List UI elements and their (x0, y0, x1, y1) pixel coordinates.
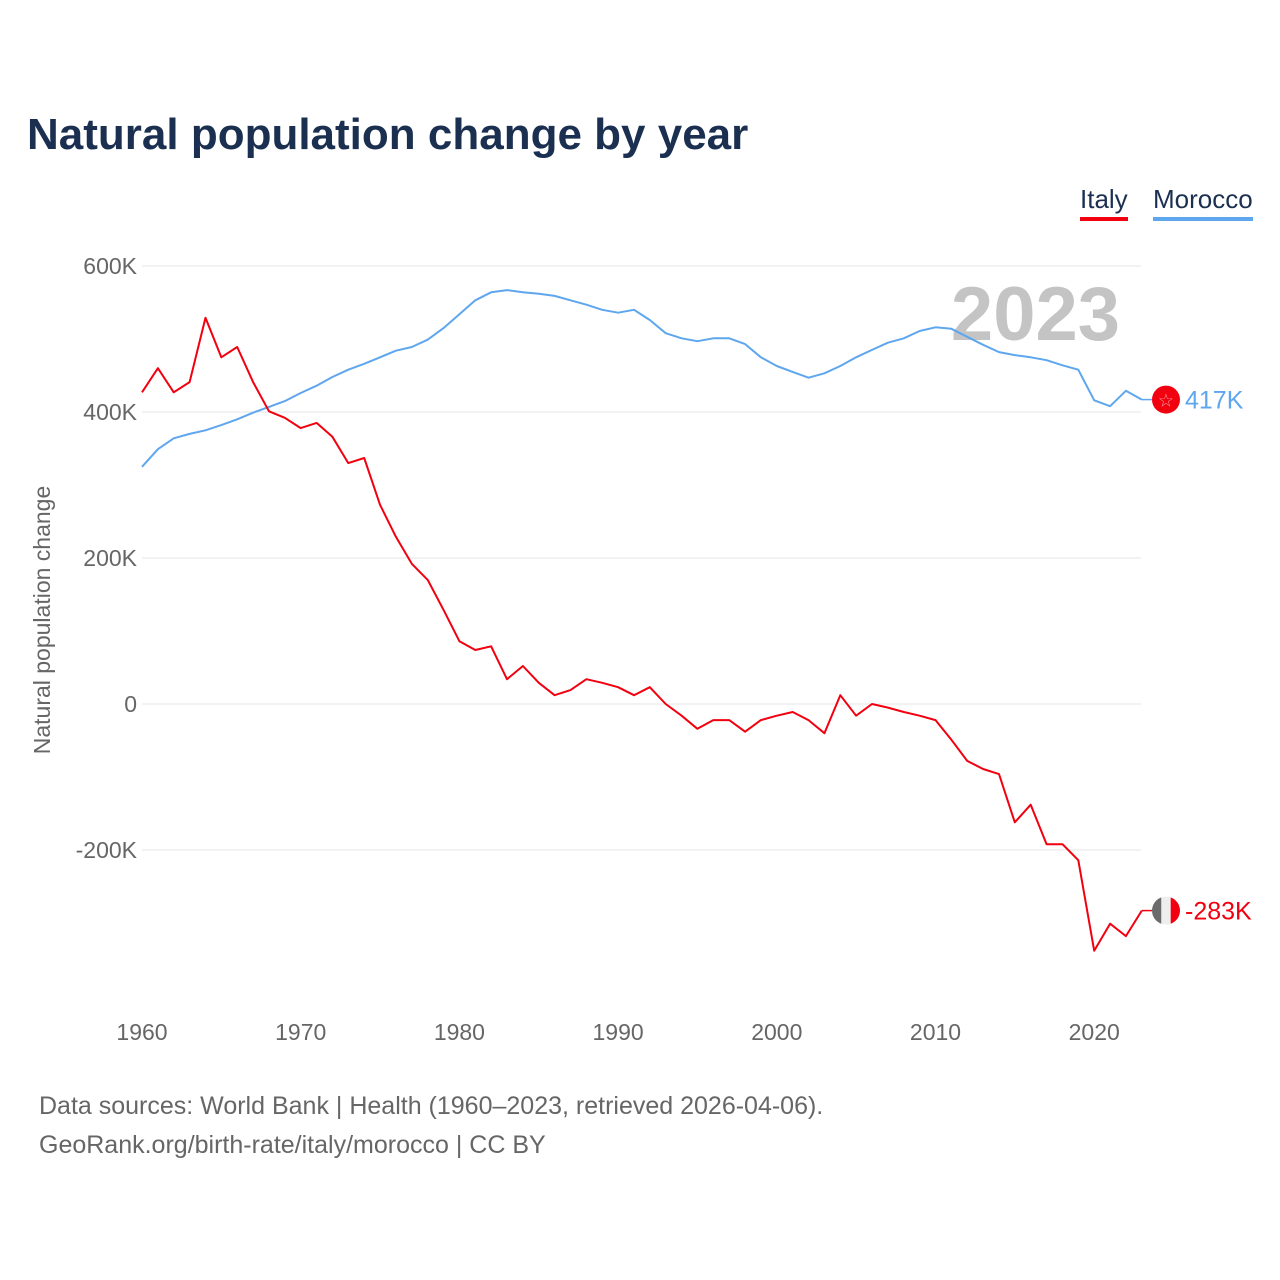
source-link[interactable]: GeoRank.org/birth-rate/italy/morocco | C… (39, 1131, 546, 1159)
morocco-flag-icon (1152, 385, 1180, 414)
x-tick-label: 1990 (593, 1019, 644, 1045)
y-tick-label: 400K (83, 399, 137, 425)
end-value-label-morocco: 417K (1185, 387, 1244, 415)
star-icon: ☆ (1158, 391, 1174, 411)
x-tick-label: 2000 (751, 1019, 802, 1045)
y-axis-label: Natural population change (29, 486, 55, 755)
data-source: Data sources: World Bank | Health (1960–… (39, 1092, 824, 1120)
x-tick-label: 1960 (116, 1019, 167, 1045)
y-tick-label: 600K (83, 253, 137, 279)
chart-title: Natural population change by year (27, 110, 749, 159)
y-tick-label: 0 (124, 691, 137, 717)
footer: Data sources: World Bank | Health (1960–… (39, 1087, 823, 1165)
end-value-label-italy: -283K (1185, 898, 1252, 926)
legend-italy[interactable]: Italy (1080, 184, 1128, 221)
series-line-italy (141, 316, 1143, 952)
y-tick-label: 200K (83, 545, 137, 571)
flag-stripe (1152, 896, 1162, 925)
flag-stripe (1161, 896, 1171, 925)
x-tick-label: 2010 (910, 1019, 961, 1045)
flag-stripe (1170, 896, 1180, 925)
year-label: 2023 (951, 272, 1120, 357)
x-tick-label: 1980 (434, 1019, 485, 1045)
italy-flag-icon (1152, 896, 1180, 925)
series-line-morocco (141, 289, 1143, 468)
legend-morocco[interactable]: Morocco (1153, 184, 1253, 221)
x-tick-label: 2020 (1069, 1019, 1120, 1045)
y-tick-label: -200K (76, 837, 138, 863)
x-tick-label: 1970 (275, 1019, 326, 1045)
chart-area: 600K 400K 200K 0 -200K 1960 1970 1980 1990 2000 20… (29, 253, 1252, 1045)
